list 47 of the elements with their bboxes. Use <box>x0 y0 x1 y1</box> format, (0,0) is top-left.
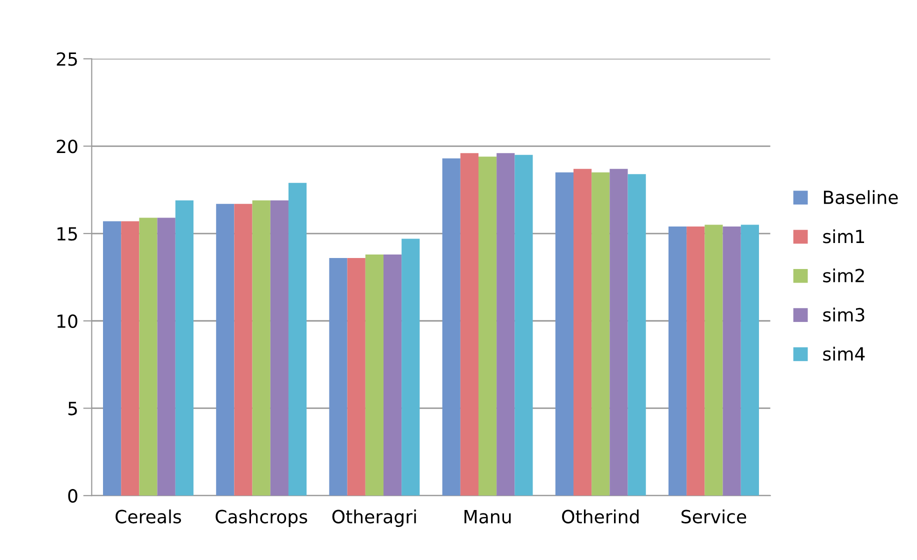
bar <box>592 172 610 496</box>
bar <box>329 258 348 496</box>
bar <box>365 254 384 496</box>
bar <box>216 204 234 496</box>
bar <box>347 258 366 496</box>
y-tick-label: 25 <box>56 52 77 66</box>
y-tick-label: 20 <box>56 140 78 154</box>
bar <box>383 254 402 496</box>
legend-label: sim2 <box>823 268 864 282</box>
bar <box>628 174 646 496</box>
bar <box>686 226 705 496</box>
bar <box>704 224 723 496</box>
bar <box>252 200 270 496</box>
bar <box>555 172 574 496</box>
y-tick-label: 15 <box>58 227 77 241</box>
y-tick-label: 10 <box>58 314 78 328</box>
bar <box>288 182 307 496</box>
x-tick-label: Service <box>682 509 746 524</box>
x-tick-label: Manu <box>464 510 511 524</box>
bar <box>157 218 176 496</box>
bar <box>175 200 194 496</box>
bar <box>402 238 420 496</box>
bar <box>121 221 140 496</box>
legend-label: sim1 <box>823 229 864 244</box>
bar <box>668 226 687 496</box>
bar <box>610 168 628 496</box>
x-tick-label: Cereals <box>116 509 182 524</box>
bar <box>460 153 478 496</box>
legend-label: sim3 <box>823 308 864 322</box>
legend-label: Baseline <box>824 190 898 204</box>
bar <box>103 221 122 496</box>
legend-label: sim4 <box>823 346 865 361</box>
bar <box>722 226 741 496</box>
x-tick-label: Otherind <box>562 509 639 524</box>
bar <box>234 204 252 496</box>
bar <box>442 158 460 496</box>
y-tick-label: 5 <box>68 402 77 416</box>
bar <box>496 153 515 496</box>
y-tick-label: 0 <box>68 489 78 503</box>
bar <box>270 200 288 496</box>
x-tick-label: Cashcrops <box>216 509 308 527</box>
bar <box>573 168 592 496</box>
x-tick-label: Otheragri <box>332 509 416 527</box>
bar <box>514 154 533 496</box>
bar <box>478 156 497 496</box>
bar <box>139 218 158 496</box>
bar <box>740 224 759 496</box>
